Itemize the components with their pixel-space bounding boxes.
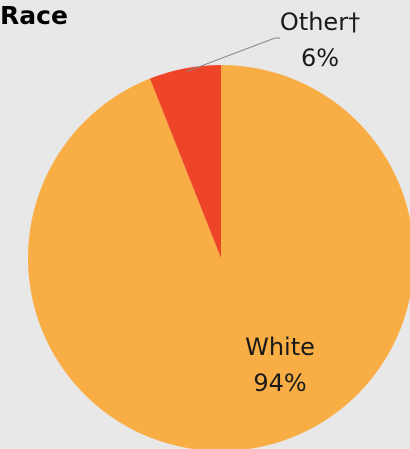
leader-line-other: [186, 37, 280, 72]
slice-value-label-other: 6%: [301, 44, 339, 72]
pie-slice-other: [149, 65, 221, 258]
chart-title: Race: [0, 1, 68, 30]
pie-slice-white: [27, 65, 410, 449]
slice-name-label-white: White: [245, 333, 315, 361]
slice-value-label-white: 94%: [253, 369, 306, 397]
slice-name-label-other: Other†: [280, 8, 360, 36]
